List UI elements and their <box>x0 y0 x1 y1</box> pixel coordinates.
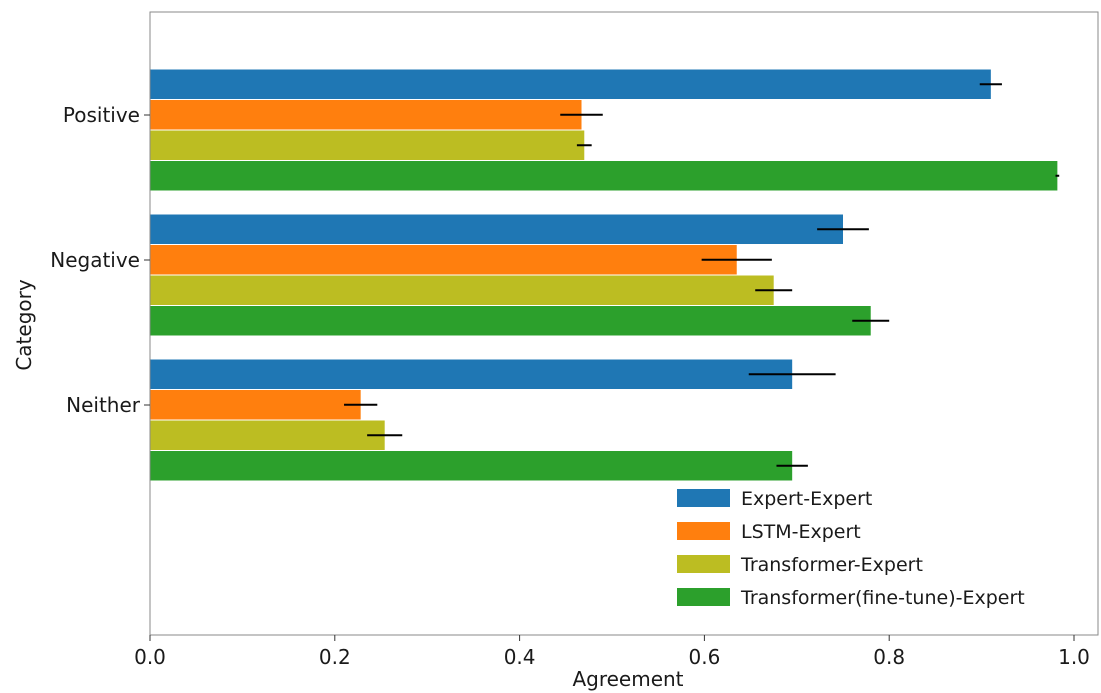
y-tick-label-positive: Positive <box>63 103 140 127</box>
bar-neither-transformer-expert <box>150 420 385 450</box>
legend: Expert-Expert LSTM-Expert Transformer-Expe… <box>677 488 1025 609</box>
x-tick-label: 0.4 <box>504 645 536 669</box>
plot-frame <box>149 11 1099 636</box>
legend-swatch-expert-expert <box>677 489 730 507</box>
bar-neither-expert-expert <box>150 359 793 389</box>
y-axis-ticks: Positive Negative Neither <box>50 103 150 417</box>
y-tick-label-neither: Neither <box>66 393 141 417</box>
bars-layer <box>150 69 1058 481</box>
bar-positive-lstm-expert <box>150 100 582 130</box>
legend-swatch-transformer-expert <box>677 555 730 573</box>
bar-neither-lstm-expert <box>150 390 361 420</box>
legend-label-transformer-expert: Transformer-Expert <box>740 554 923 576</box>
legend-label-expert-expert: Expert-Expert <box>741 488 872 510</box>
bar-negative-lstm-expert <box>150 245 737 275</box>
bar-positive-transformer-expert <box>150 130 585 160</box>
legend-swatch-lstm-expert <box>677 522 730 540</box>
x-tick-label: 0.6 <box>688 645 720 669</box>
axes-layer <box>149 11 1099 636</box>
legend-label-transformer-fine-tune-expert: Transformer(fine-tune)-Expert <box>740 587 1025 609</box>
bar-negative-transformer-fine-tune-expert <box>150 306 871 336</box>
x-tick-label: 1.0 <box>1058 645 1090 669</box>
bar-neither-transformer-fine-tune-expert <box>150 451 793 481</box>
x-tick-label: 0.0 <box>134 645 166 669</box>
bar-positive-transformer-fine-tune-expert <box>150 161 1058 191</box>
bar-negative-transformer-expert <box>150 275 774 305</box>
x-axis-ticks: 0.0 0.2 0.4 0.6 0.8 1.0 <box>134 635 1090 669</box>
legend-swatch-transformer-fine-tune-expert <box>677 588 730 606</box>
error-bars-layer <box>344 83 1060 467</box>
y-axis-label: Category <box>12 279 36 371</box>
x-tick-label: 0.8 <box>873 645 905 669</box>
x-tick-label: 0.2 <box>319 645 351 669</box>
bar-positive-expert-expert <box>150 69 991 99</box>
bar-negative-expert-expert <box>150 214 843 244</box>
legend-label-lstm-expert: LSTM-Expert <box>741 521 861 543</box>
y-tick-label-negative: Negative <box>50 248 140 272</box>
x-axis-label: Agreement <box>572 667 683 691</box>
